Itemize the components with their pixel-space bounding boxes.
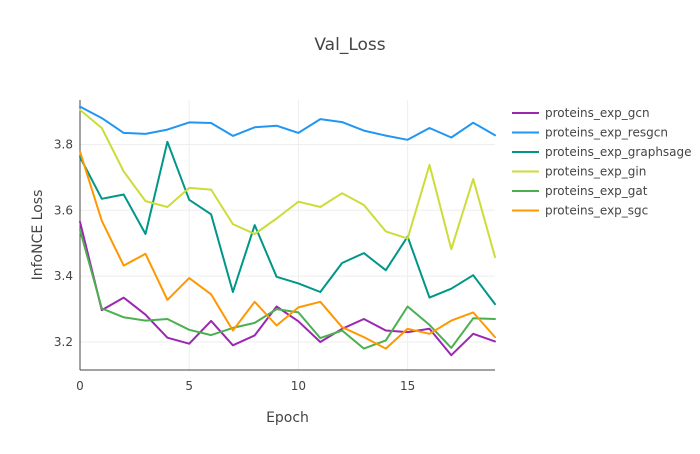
legend-label: proteins_exp_gat bbox=[545, 184, 648, 198]
y-tick-label: 3.6 bbox=[54, 203, 73, 217]
series-line-proteins_exp_gin[interactable] bbox=[79, 108, 496, 259]
x-tick-label: 10 bbox=[291, 379, 306, 393]
legend-label: proteins_exp_sgc bbox=[545, 204, 648, 218]
legend-label: proteins_exp_gin bbox=[545, 165, 646, 179]
legend[interactable]: proteins_exp_gcn proteins_exp_resgcnprote… bbox=[512, 106, 692, 218]
legend-item-proteins_exp_sgc[interactable]: proteins_exp_sgc bbox=[512, 204, 648, 218]
series-line-proteins_exp_resgcn[interactable] bbox=[79, 105, 496, 141]
x-tick-label: 5 bbox=[185, 379, 193, 393]
series-line-proteins_exp_gat[interactable] bbox=[79, 229, 496, 350]
y-tick-label: 3.8 bbox=[54, 137, 73, 151]
legend-label: proteins_exp_resgcn bbox=[545, 126, 668, 140]
series-layer bbox=[79, 105, 496, 357]
axis-layer: 3.2 3.4 3.6 3.8 0 5 10 15 bbox=[54, 100, 495, 393]
series-line-proteins_exp_graphsage[interactable] bbox=[79, 140, 496, 306]
legend-label: proteins_exp_gcn bbox=[545, 106, 650, 120]
y-tick-label: 3.4 bbox=[54, 269, 73, 283]
legend-item-proteins_exp_gat[interactable]: proteins_exp_gat bbox=[512, 184, 648, 198]
series-line-proteins_exp_gcn[interactable] bbox=[79, 220, 496, 357]
legend-item-proteins_exp_resgcn[interactable]: proteins_exp_resgcn bbox=[512, 126, 668, 140]
x-tick-label: 15 bbox=[400, 379, 415, 393]
legend-item-proteins_exp_graphsage[interactable]: proteins_exp_graphsage bbox=[512, 145, 692, 159]
series-line-proteins_exp_sgc[interactable] bbox=[79, 150, 496, 350]
legend-item-proteins_exp_gcn[interactable]: proteins_exp_gcn bbox=[512, 106, 650, 120]
x-tick-label: 0 bbox=[76, 379, 84, 393]
y-tick-label: 3.2 bbox=[54, 335, 73, 349]
x-axis-label: Epoch bbox=[266, 410, 309, 426]
y-axis-label: InfoNCE Loss bbox=[30, 190, 46, 281]
chart-title: Val_Loss bbox=[314, 35, 385, 55]
legend-label: proteins_exp_graphsage bbox=[545, 145, 692, 159]
legend-item-proteins_exp_gin[interactable]: proteins_exp_gin bbox=[512, 165, 646, 179]
